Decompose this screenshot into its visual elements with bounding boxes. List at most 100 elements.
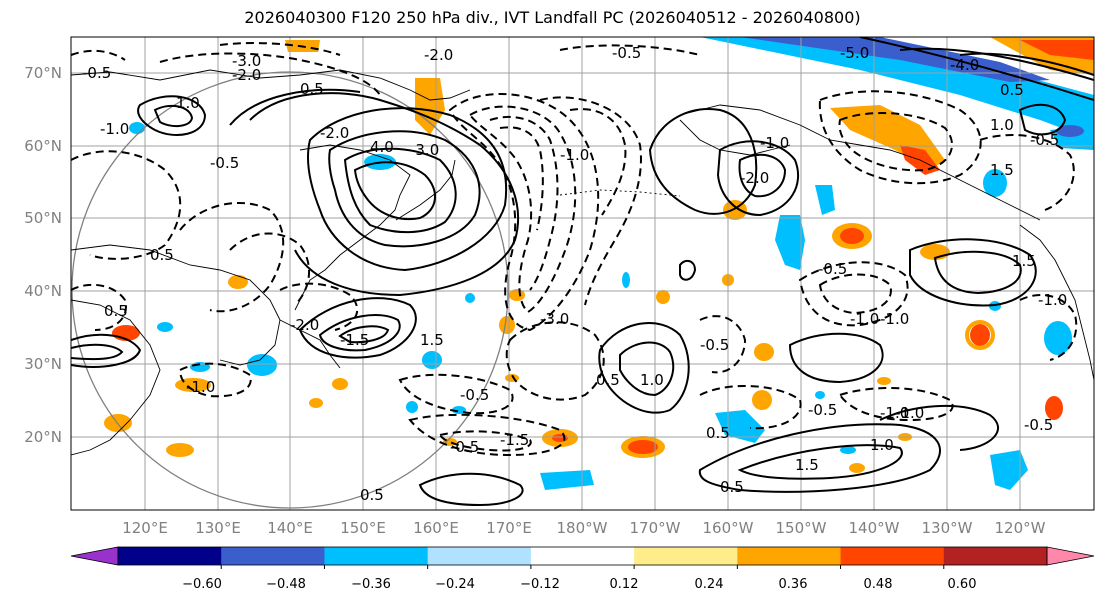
longitude-label: 130°E xyxy=(195,519,241,537)
contour-pos-20 xyxy=(738,153,787,198)
positive-div-21 xyxy=(332,378,348,390)
map-title: 2026040300 F120 250 hPa div., IVT Landfa… xyxy=(244,8,861,27)
contour-label: -3.0 xyxy=(540,310,569,328)
colorbar-tick-label: −0.24 xyxy=(435,577,475,592)
coast-siberia xyxy=(71,69,471,101)
contour-neg-1 xyxy=(448,93,600,332)
longitude-label: 120°W xyxy=(995,519,1046,537)
contour-neg-12 xyxy=(398,373,514,415)
contour-neg-27 xyxy=(71,49,126,61)
contour-label: -1.0 xyxy=(880,310,909,328)
negative-div-18 xyxy=(840,446,856,454)
contour-label: -2.0 xyxy=(320,124,349,142)
contour-label: -2.0 xyxy=(740,169,769,187)
contour-label: -0.5 xyxy=(460,386,489,404)
negative-div-15 xyxy=(406,401,418,413)
colorbar-segment xyxy=(427,547,532,565)
contour-neg-29 xyxy=(71,283,127,331)
colorbar-tick-label: −0.48 xyxy=(266,577,306,592)
negative-div-core xyxy=(740,37,1050,82)
map-frame xyxy=(70,36,1095,511)
map-panel: -0.5 -2.0 -3.0 -2.0 0.5 -1.0 -0.5 -3.0 -… xyxy=(71,37,1094,510)
colorbar-segment xyxy=(737,547,842,565)
contour-pos-2 xyxy=(328,130,481,248)
contour-label: 1.5 xyxy=(990,161,1014,179)
contour-label: -4.0 xyxy=(950,56,979,74)
positive-div-3-core xyxy=(840,228,864,244)
positive-div-22 xyxy=(309,398,323,408)
negative-div-2 xyxy=(815,185,835,215)
contour-labels: -0.5 -2.0 -3.0 -2.0 0.5 -1.0 -0.5 -3.0 -… xyxy=(82,44,1067,504)
contour-label: 1.5 xyxy=(1012,252,1036,270)
colorbar-tick-label: −0.60 xyxy=(182,577,222,592)
contour-label: -1.5 xyxy=(500,431,529,449)
negative-div-21 xyxy=(815,391,825,399)
longitude-label: 160°E xyxy=(413,519,459,537)
contour-neg-16 xyxy=(699,315,747,374)
colorbar xyxy=(70,546,1095,569)
contour-neg-5 xyxy=(539,96,642,306)
contour-label: -0.5 xyxy=(210,154,239,172)
colorbar-segment xyxy=(840,547,945,565)
coast-na-west xyxy=(1019,224,1094,381)
contour-pos-12 xyxy=(71,333,142,368)
contour-label: -0.5 xyxy=(818,260,847,278)
coast-china xyxy=(71,299,161,456)
contour-neg-10 xyxy=(279,282,359,331)
contour-label: 0.5 xyxy=(596,371,620,389)
longitude-label: 120°E xyxy=(122,519,168,537)
coast-japan xyxy=(279,319,341,369)
positive-div-23 xyxy=(849,463,865,473)
contour-pos-6 xyxy=(229,88,361,126)
contour-neg-20 xyxy=(838,387,954,422)
contour-pos-15 xyxy=(619,341,675,397)
colorbar-extend-high xyxy=(1046,546,1095,566)
colorbar-tick-label: 0.24 xyxy=(695,577,724,592)
positive-div-10 xyxy=(754,343,774,361)
negative-div-19 xyxy=(452,406,466,414)
contour-label: -3.0 xyxy=(410,141,439,159)
contour-neg-26 xyxy=(219,42,341,56)
coast-alaska-south xyxy=(679,119,791,156)
contour-neg-17 xyxy=(699,385,802,430)
latitude-label: 70°N xyxy=(24,64,62,82)
contour-pos-11 xyxy=(338,325,390,344)
contour-pos-7 xyxy=(137,95,207,136)
contour-pos-5 xyxy=(249,92,520,297)
contour-neg-4 xyxy=(499,126,544,231)
contour-pos-1 xyxy=(307,107,508,272)
negative-div-1 xyxy=(775,215,805,270)
contour-pos-9 xyxy=(298,297,417,359)
contour-neg-25 xyxy=(159,52,381,96)
contour-pos-30 xyxy=(859,37,1094,101)
negative-div-6 xyxy=(990,450,1028,490)
contour-label: 4.0 xyxy=(370,138,394,156)
longitude-label: 140°E xyxy=(267,519,313,537)
contour-label: 1.5 xyxy=(795,456,819,474)
contour-neg-23 xyxy=(979,134,1075,211)
contour-neg-8 xyxy=(179,202,285,313)
contour-label: -1.0 xyxy=(895,404,924,422)
colorbar-extend-low xyxy=(70,546,119,566)
contour-label: -0.5 xyxy=(450,438,479,456)
negative-div-7 xyxy=(540,470,594,490)
positive-div-8-ring xyxy=(965,320,995,350)
negative-div-14 xyxy=(157,322,173,332)
contour-label: -1.0 xyxy=(186,378,215,396)
latitude-label: 20°N xyxy=(24,428,62,446)
contour-neg-22 xyxy=(838,112,954,172)
longitude-label: 160°W xyxy=(703,519,754,537)
colorbar-segment xyxy=(221,547,325,565)
contour-pos-29 xyxy=(899,47,1094,81)
contour-label: 0.5 xyxy=(706,424,730,442)
negative-div-16 xyxy=(465,293,475,303)
coast-kamchatka xyxy=(395,159,456,221)
contour-pos-19 xyxy=(716,140,800,217)
longitude-label: 140°W xyxy=(849,519,900,537)
contour-neg-2 xyxy=(468,105,577,314)
contour-pos-21 xyxy=(909,238,1037,307)
contour-label: -1.0 xyxy=(1038,291,1067,309)
contour-neg-14 xyxy=(438,430,532,452)
contour-label: 0.5 xyxy=(104,302,128,320)
